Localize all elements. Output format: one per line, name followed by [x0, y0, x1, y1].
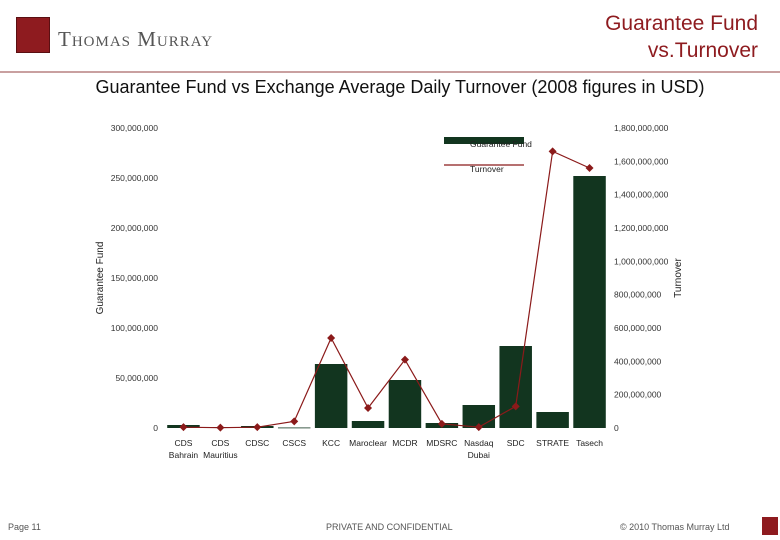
legend-label: Guarantee Fund: [470, 139, 532, 149]
category-label: CDS: [174, 438, 192, 448]
category-label: MDSRC: [426, 438, 457, 448]
turnover-marker: [400, 355, 409, 364]
turnover-marker: [364, 404, 373, 412]
slide-title: Guarantee Fund vs.Turnover: [605, 12, 758, 62]
brand-name: Thomas Murray: [58, 27, 214, 51]
turnover-marker: [327, 334, 336, 342]
bar: [499, 346, 532, 428]
y-tick-label: 50,000,000: [115, 373, 158, 383]
turnover-marker: [585, 164, 594, 172]
category-label: CDS: [211, 438, 229, 448]
category-label: Mauritius: [203, 450, 237, 460]
y-axis-label: Guarantee Fund: [95, 242, 106, 315]
category-label: MCDR: [392, 438, 418, 448]
y-tick-label: 200,000,000: [111, 223, 159, 233]
bar: [536, 412, 569, 428]
y-tick-label: 300,000,000: [111, 123, 159, 133]
y-tick-label: 0: [153, 423, 158, 433]
y2-tick-label: 1,000,000,000: [614, 256, 669, 266]
y2-tick-label: 600,000,000: [614, 323, 662, 333]
thomas-murray-logo: [16, 17, 50, 53]
legend-swatch-bar: [444, 137, 524, 144]
turnover-marker: [511, 402, 520, 411]
category-label: CSCS: [282, 438, 306, 448]
y2-tick-label: 1,600,000,000: [614, 156, 669, 166]
y2-tick-label: 0: [614, 423, 619, 433]
turnover-marker: [437, 419, 446, 428]
y2-tick-label: 800,000,000: [614, 290, 662, 300]
y2-tick-label: 400,000,000: [614, 356, 662, 366]
copyright-text: © 2010 Thomas Murray Ltd: [620, 522, 730, 532]
bar: [388, 380, 422, 428]
y2-axis-label: Turnover: [673, 258, 684, 298]
y-tick-label: 150,000,000: [111, 273, 159, 283]
category-label: Dubai: [468, 450, 490, 460]
turnover-marker: [179, 423, 188, 432]
bar: [277, 427, 311, 429]
y-tick-label: 100,000,000: [111, 323, 159, 333]
category-label: STRATE: [536, 438, 569, 448]
legend-label: Turnover: [470, 164, 504, 174]
y-tick-label: 250,000,000: [111, 173, 159, 183]
turnover-marker: [548, 147, 557, 156]
y2-tick-label: 1,400,000,000: [614, 190, 669, 200]
bar: [314, 364, 348, 428]
chart-title: Guarantee Fund vs Exchange Average Daily…: [95, 77, 705, 97]
category-label: Tasech: [576, 438, 603, 448]
header-divider: [0, 71, 780, 73]
turnover-marker: [474, 423, 483, 432]
category-label: SDC: [507, 438, 525, 448]
category-label: Bahrain: [169, 450, 199, 460]
bar: [573, 176, 606, 428]
category-label: CDSC: [245, 438, 269, 448]
y2-tick-label: 1,200,000,000: [614, 223, 669, 233]
footer-logo: [762, 517, 778, 535]
confidential-note: PRIVATE AND CONFIDENTIAL: [326, 522, 453, 532]
y2-tick-label: 200,000,000: [614, 390, 662, 400]
page-number: Page 11: [8, 522, 41, 532]
category-label: KCC: [322, 438, 340, 448]
turnover-marker: [216, 423, 225, 432]
category-label: Nasdaq: [464, 438, 494, 448]
bar: [351, 421, 385, 428]
turnover-line: [183, 150, 590, 429]
turnover-marker: [253, 423, 262, 432]
category-label: Maroclear: [349, 438, 387, 448]
turnover-marker: [290, 417, 299, 426]
y2-tick-label: 1,800,000,000: [614, 123, 669, 133]
